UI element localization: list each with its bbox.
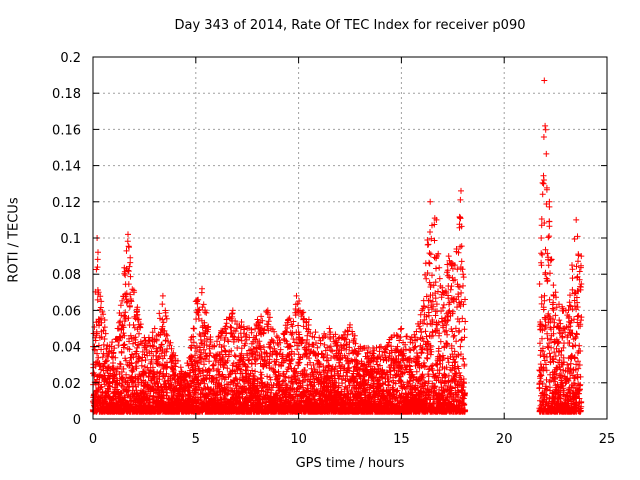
x-tick-label: 5 — [192, 432, 200, 447]
y-tick-label: 0.1 — [60, 232, 81, 247]
x-axis-label: GPS time / hours — [295, 456, 405, 471]
y-tick-label: 0.16 — [52, 123, 81, 138]
y-tick-label: 0.06 — [52, 304, 81, 319]
x-tick-label: 10 — [290, 432, 307, 447]
y-tick-label: 0.12 — [52, 196, 81, 211]
y-tick-label: 0.2 — [60, 51, 81, 66]
y-tick-label: 0 — [73, 413, 81, 428]
y-tick-label: 0.02 — [52, 377, 81, 392]
y-tick-label: 0.14 — [52, 160, 81, 175]
y-tick-label: 0.04 — [52, 341, 81, 356]
grid — [93, 57, 607, 419]
roti-marker-cloud — [89, 77, 585, 415]
axis-ticks: 0 0.02 0.04 0.06 0.08 0.1 0.12 0.14 0.16 0.18 0.2 0… — [52, 51, 615, 447]
chart-title: Day 343 of 2014, Rate Of TEC Index for r… — [174, 18, 526, 33]
y-tick-label: 0.18 — [52, 87, 81, 102]
x-tick-label: 25 — [599, 432, 616, 447]
y-tick-label: 0.08 — [52, 268, 81, 283]
x-tick-label: 15 — [393, 432, 410, 447]
data-points — [89, 77, 585, 415]
x-tick-label: 0 — [89, 432, 97, 447]
x-tick-label: 20 — [496, 432, 513, 447]
